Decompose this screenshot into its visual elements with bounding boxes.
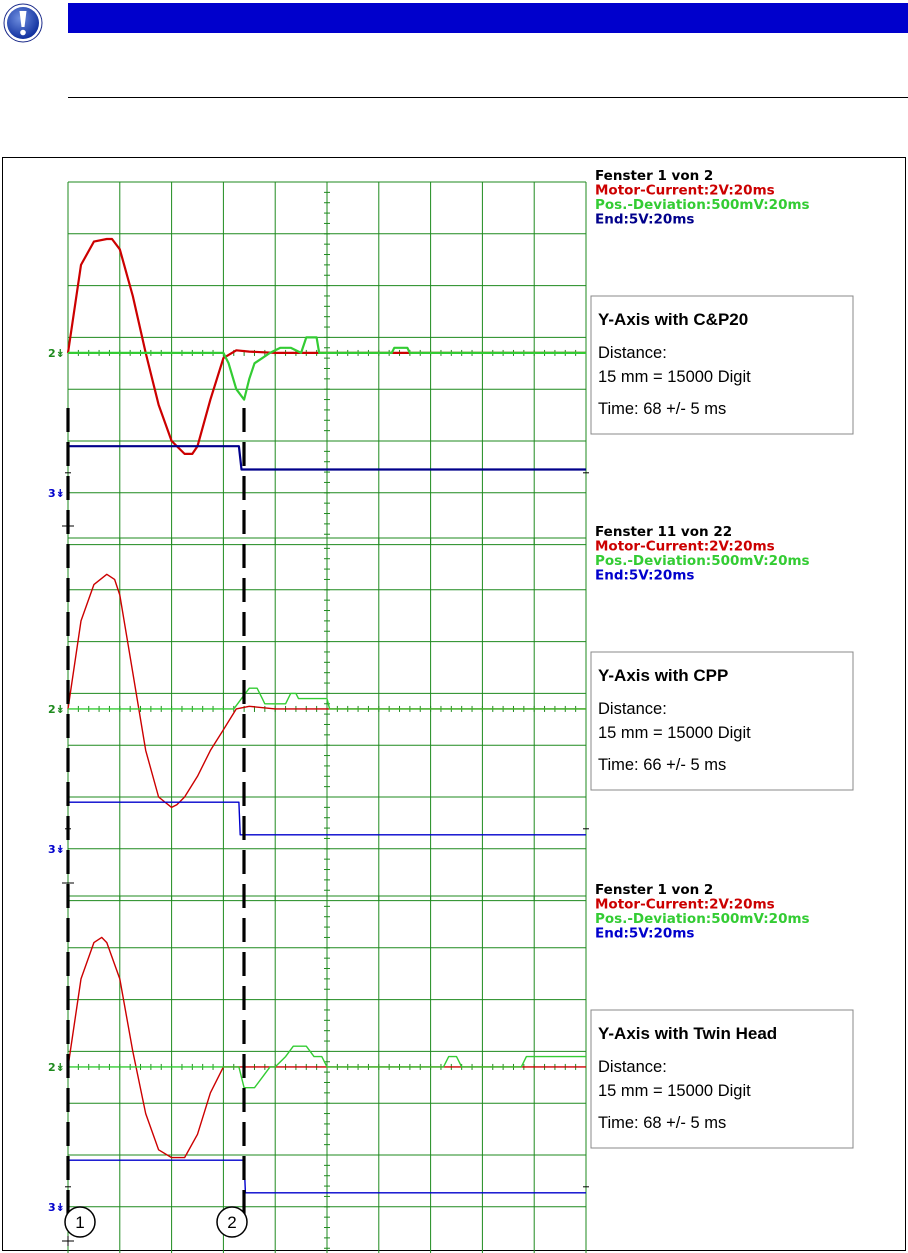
figure-frame — [2, 157, 906, 1251]
info-time: Time: 66 +/- 5 ms — [598, 756, 726, 774]
info-distance-value: 15 mm = 15000 Digit — [598, 1082, 751, 1100]
window-label: Fenster 11 von 22 — [595, 524, 732, 540]
info-distance-value: 15 mm = 15000 Digit — [598, 368, 751, 386]
marker-label-1: 1 — [75, 1213, 84, 1232]
legend-entry: End:5V:20ms — [595, 926, 694, 942]
window-label: Fenster 1 von 2 — [595, 882, 713, 898]
notice-banner — [68, 3, 908, 33]
marker-circle-2 — [216, 1206, 248, 1238]
ch3-label: 3↡ — [48, 1201, 65, 1214]
trace-motor-current — [66, 237, 586, 455]
exclamation-icon — [3, 3, 43, 43]
trace-end-signal — [68, 801, 586, 836]
ch2-label: 2↡ — [48, 1061, 65, 1074]
scope-grid — [65, 537, 589, 902]
info-distance-label: Distance: — [598, 344, 667, 362]
scope-grid — [65, 181, 589, 546]
info-time: Time: 68 +/- 5 ms — [598, 1114, 726, 1132]
info-title: Y-Axis with CPP — [598, 666, 728, 685]
trace-motor-current — [67, 936, 586, 1159]
trace-pos-deviation — [68, 1045, 586, 1089]
trace-pos-deviation — [68, 336, 586, 401]
scope-panel: 2↡ 3↡ Fenster 1 von 2Motor-Current:2V:20ms… — [48, 168, 854, 546]
info-box — [590, 295, 854, 435]
ch2-label: 2↡ — [48, 703, 65, 716]
info-title: Y-Axis with C&P20 — [598, 310, 748, 329]
ch3-label: 3↡ — [48, 843, 65, 856]
legend-entry: Motor-Current:2V:20ms — [595, 183, 775, 199]
marker-circle-1 — [64, 1206, 96, 1238]
legend-entry: Motor-Current:2V:20ms — [595, 539, 775, 555]
window-label: Fenster 1 von 2 — [595, 168, 713, 184]
legend-entry: End:5V:20ms — [595, 568, 694, 584]
ch3-label: 3↡ — [48, 487, 65, 500]
scope-panel: 2↡ 3↡ Fenster 11 von 22Motor-Current:2V:20… — [48, 524, 854, 902]
legend-entry: End:5V:20ms — [595, 212, 694, 228]
legend-entry: Motor-Current:2V:20ms — [595, 897, 775, 913]
marker-label-2: 2 — [227, 1213, 236, 1232]
info-distance-label: Distance: — [598, 700, 667, 718]
trace-end-signal — [68, 445, 586, 471]
ch2-label: 2↡ — [48, 347, 65, 360]
legend-entry: Pos.-Deviation:500mV:20ms — [595, 553, 810, 569]
info-title: Y-Axis with Twin Head — [598, 1024, 777, 1043]
info-box — [590, 651, 854, 791]
info-distance-value: 15 mm = 15000 Digit — [598, 724, 751, 742]
info-time: Time: 68 +/- 5 ms — [598, 400, 726, 418]
scope-panel: 2↡ 3↡ Fenster 1 von 2Motor-Current:2V:20ms… — [48, 882, 854, 1253]
legend-entry: Pos.-Deviation:500mV:20ms — [595, 197, 810, 213]
notice-divider — [68, 97, 908, 98]
legend-entry: Pos.-Deviation:500mV:20ms — [595, 911, 810, 927]
trace-motor-current — [67, 573, 586, 809]
info-box — [590, 1009, 854, 1149]
info-distance-label: Distance: — [598, 1058, 667, 1076]
scope-grid — [65, 895, 589, 1253]
